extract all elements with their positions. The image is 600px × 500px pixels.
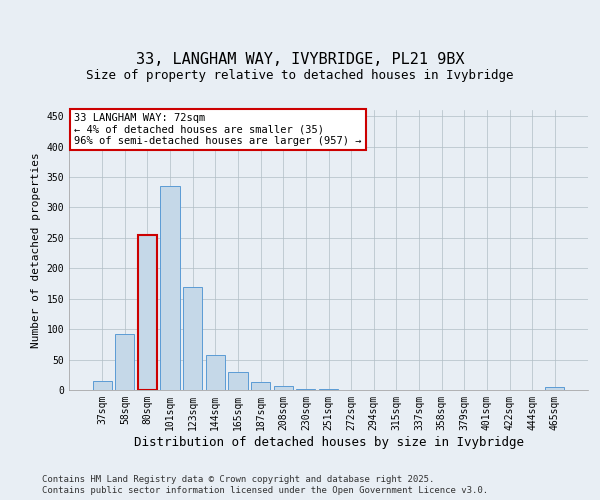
Text: 33, LANGHAM WAY, IVYBRIDGE, PL21 9BX: 33, LANGHAM WAY, IVYBRIDGE, PL21 9BX <box>136 52 464 68</box>
Y-axis label: Number of detached properties: Number of detached properties <box>31 152 41 348</box>
Bar <box>160 186 180 390</box>
Bar <box>138 235 157 390</box>
Bar <box>251 382 270 390</box>
Bar <box>115 334 134 390</box>
Text: Contains HM Land Registry data © Crown copyright and database right 2025.: Contains HM Land Registry data © Crown c… <box>42 475 434 484</box>
Bar <box>229 372 248 390</box>
Bar <box>296 389 316 390</box>
Text: Contains public sector information licensed under the Open Government Licence v3: Contains public sector information licen… <box>42 486 488 495</box>
Text: Size of property relative to detached houses in Ivybridge: Size of property relative to detached ho… <box>86 70 514 82</box>
Bar <box>545 387 565 390</box>
Bar <box>183 286 202 390</box>
Bar <box>92 382 112 390</box>
Bar <box>206 356 225 390</box>
Text: 33 LANGHAM WAY: 72sqm
← 4% of detached houses are smaller (35)
96% of semi-detac: 33 LANGHAM WAY: 72sqm ← 4% of detached h… <box>74 113 362 146</box>
X-axis label: Distribution of detached houses by size in Ivybridge: Distribution of detached houses by size … <box>133 436 523 448</box>
Bar <box>274 386 293 390</box>
